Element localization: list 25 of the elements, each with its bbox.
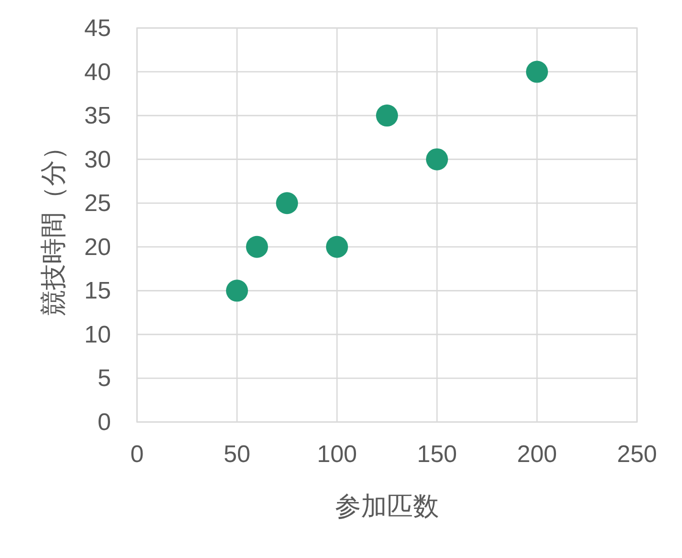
point [376, 104, 398, 127]
y-tick-label: 20 [84, 234, 111, 261]
y-tick-label: 30 [84, 146, 111, 174]
point [276, 192, 298, 214]
x-axis-title: 参加匹数 [335, 491, 439, 521]
x-tick-label: 50 [224, 441, 250, 468]
x-tick-label: 0 [130, 441, 144, 468]
y-axis-title: 競技時間（分） [38, 134, 68, 316]
point [226, 280, 248, 302]
point [326, 236, 348, 258]
point [426, 148, 448, 170]
y-tick-label: 10 [84, 321, 111, 348]
x-tick-label: 100 [316, 441, 358, 468]
y-tick-label: 25 [84, 190, 111, 218]
x-tick-label: 250 [616, 441, 658, 468]
y-tick-label: 45 [84, 15, 111, 42]
x-tick-label: 200 [516, 441, 558, 468]
point [246, 236, 268, 258]
y-tick-label: 0 [98, 409, 111, 436]
y-tick-label: 5 [98, 365, 111, 392]
point [526, 60, 548, 83]
y-tick-label: 15 [84, 278, 111, 305]
y-tick-label: 35 [84, 102, 111, 130]
y-tick-label: 40 [84, 58, 111, 86]
x-tick-label: 150 [416, 441, 458, 468]
